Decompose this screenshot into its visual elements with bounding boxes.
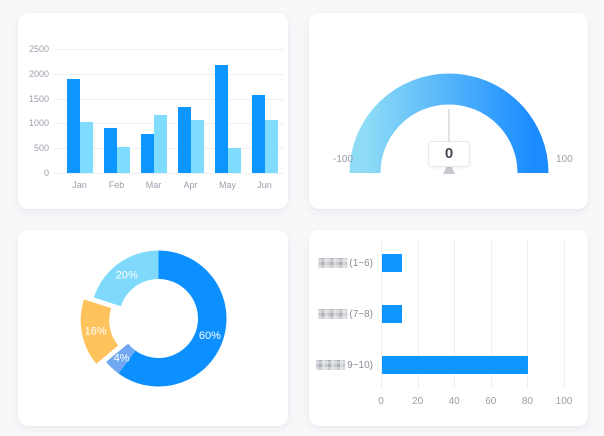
- gridline: [527, 240, 529, 388]
- donut-slice-label: 4%: [114, 353, 130, 365]
- category-label: (1~6): [318, 256, 373, 270]
- gridline: [53, 123, 283, 125]
- gridline: [53, 73, 283, 75]
- gridline: [53, 173, 283, 174]
- bar-group: [246, 49, 283, 173]
- category-label-text: (1~6): [349, 257, 373, 269]
- donut-slice: [93, 250, 159, 307]
- x-axis-tick-label: May: [218, 180, 236, 190]
- horizontal-bar: [382, 254, 403, 272]
- x-axis-tick-label: Mar: [145, 180, 162, 190]
- category-label: 9~10): [316, 358, 373, 372]
- category-label: (7~8): [318, 307, 373, 321]
- y-axis-tick-label: 2500: [28, 44, 49, 54]
- donut-chart: 60% 4% 16% 20%: [80, 250, 227, 387]
- x-axis-labels: Jan Feb Mar Apr May Jun: [61, 180, 283, 190]
- y-axis-tick-label: 1500: [28, 93, 49, 104]
- gridline: [564, 240, 565, 388]
- horizontal-bar: [382, 305, 403, 323]
- column-bar: [103, 128, 117, 173]
- column-chart-card: 0 500 1000 1500 2000 2500 Jan Feb Mar Apr May Jun: [18, 13, 288, 209]
- x-axis-tick-label: Jun: [257, 180, 272, 190]
- bar-group: [172, 49, 209, 173]
- donut-slice: [106, 343, 136, 374]
- gauge-chart: [349, 73, 549, 174]
- column-bar: [66, 78, 80, 173]
- column-bar: [116, 147, 130, 173]
- donut-slice: [80, 299, 119, 364]
- gridline: [454, 240, 456, 388]
- column-chart: 0 500 1000 1500 2000 2500 Jan Feb Mar Apr May Jun: [29, 44, 283, 190]
- bar-group: [98, 49, 135, 173]
- gridline: [381, 240, 382, 388]
- redacted-text-block: [316, 360, 346, 370]
- bar-group: [209, 49, 246, 173]
- y-axis-tick-label: 0: [43, 168, 49, 178]
- dashboard: 0 500 1000 1500 2000 2500 Jan Feb Mar Apr May Jun -…: [18, 13, 588, 426]
- y-axis-tick-label: 1000: [28, 118, 49, 129]
- column-bar: [214, 65, 228, 173]
- donut-chart-card: 60% 4% 16% 20%: [18, 230, 288, 426]
- bar-group: [135, 49, 172, 173]
- gauge-arc: [349, 73, 549, 174]
- column-bar: [177, 107, 191, 173]
- donut-slice: [118, 250, 227, 387]
- redacted-text-block: [318, 309, 348, 319]
- column-bar: [140, 134, 154, 173]
- y-axis-tick-label: 500: [33, 143, 49, 154]
- category-label-text: (7~8): [349, 308, 373, 320]
- bar-groups: [61, 49, 283, 173]
- gridline: [53, 148, 283, 150]
- redacted-text-block: [318, 258, 348, 268]
- gridline: [490, 240, 492, 388]
- donut-slice-label: 60%: [199, 330, 221, 342]
- column-bar: [79, 122, 93, 173]
- x-axis-tick-label: 0: [378, 396, 384, 407]
- y-axis-tick-label: 2000: [28, 68, 49, 79]
- gridline: [53, 98, 283, 100]
- gridline: [53, 49, 283, 50]
- donut-slice-label: 16%: [85, 325, 107, 337]
- bar-group: [61, 49, 98, 173]
- category-label-text: 9~10): [347, 359, 373, 371]
- gauge-min-label: -100: [332, 154, 353, 165]
- horizontal-bar-chart: 0 20 40 60 80 100 (1~6) (7~8) 9~10): [316, 240, 572, 407]
- column-bar: [190, 119, 204, 173]
- column-bar: [227, 147, 241, 173]
- gauge-value: 0: [428, 141, 470, 167]
- donut-slice-label: 20%: [116, 270, 138, 282]
- x-axis-tick-label: 80: [521, 396, 533, 407]
- x-axis-tick-label: 40: [448, 396, 460, 407]
- x-axis-tick-label: Apr: [183, 180, 198, 190]
- x-axis-tick-label: 20: [412, 396, 424, 407]
- gauge-max-label: 100: [556, 154, 573, 165]
- column-bar: [251, 94, 265, 173]
- column-bar: [264, 119, 278, 173]
- column-bar: [153, 115, 167, 173]
- horizontal-bar: [382, 356, 529, 374]
- x-axis-tick-label: 100: [555, 396, 573, 407]
- gridline: [417, 240, 419, 388]
- horizontal-bar-chart-card: 0 20 40 60 80 100 (1~6) (7~8) 9~10): [309, 230, 588, 426]
- x-axis-tick-label: 60: [485, 396, 497, 407]
- x-axis-tick-label: Feb: [108, 180, 125, 190]
- gauge-pivot: [443, 162, 455, 174]
- gauge-card: -100 100 0: [309, 13, 588, 209]
- x-axis-tick-label: Jan: [72, 180, 87, 190]
